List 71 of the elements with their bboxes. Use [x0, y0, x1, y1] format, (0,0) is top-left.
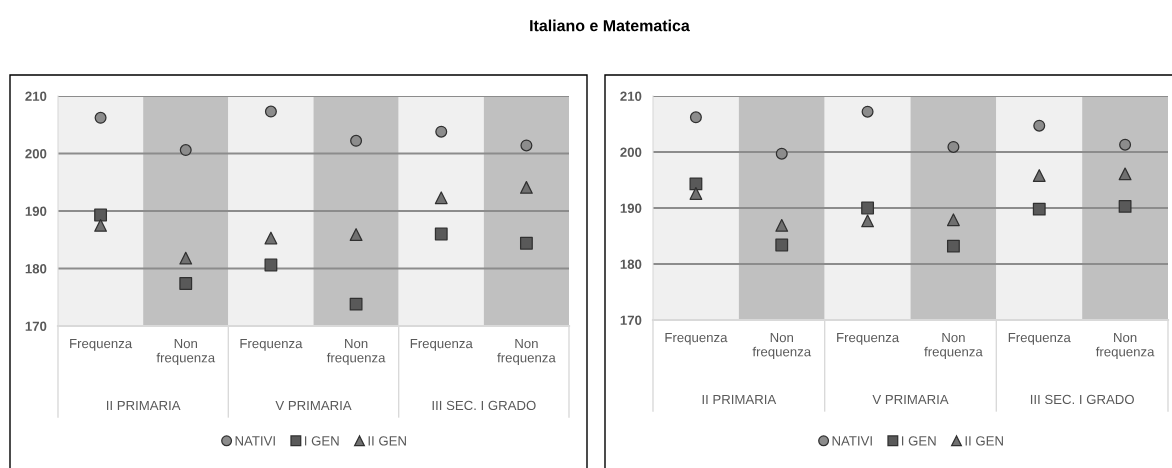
point [350, 134, 363, 147]
y-tick-label: 210 [25, 91, 47, 101]
point [1119, 138, 1132, 151]
y-tick-label: 170 [620, 315, 642, 325]
text: V PRIMARIA [872, 394, 949, 404]
point [1118, 167, 1132, 181]
point [689, 177, 703, 191]
point [264, 258, 278, 272]
point [689, 111, 702, 124]
x-tick-label: Non frequenza [1095, 332, 1155, 360]
x-tick-label: Frequenza [837, 332, 900, 345]
legend-label: II GEN [965, 436, 1003, 446]
text: Italiano e Matematica [530, 19, 690, 32]
point [1032, 202, 1046, 216]
y-tick-label: 200 [25, 149, 47, 159]
text: II PRIMARIA [702, 394, 777, 404]
y-tick-label: 200 [620, 147, 642, 157]
legend-label: I GEN [304, 436, 339, 446]
point [179, 251, 193, 265]
y-tick-label: 180 [25, 264, 47, 274]
point [349, 228, 363, 242]
y-tick-label: 210 [620, 91, 642, 101]
x-tick-label: Non frequenza [156, 338, 216, 366]
point [519, 236, 533, 250]
point [94, 218, 108, 232]
x-tick-label: Frequenza [410, 338, 473, 351]
x-tick-label: Frequenza [1008, 332, 1071, 345]
text: II PRIMARIA [107, 400, 181, 410]
point [775, 147, 788, 160]
y-tick-label: 190 [25, 206, 47, 216]
point [775, 218, 789, 232]
point [94, 111, 107, 124]
point [689, 187, 703, 200]
point [179, 277, 193, 290]
point [946, 239, 960, 253]
point [520, 139, 533, 152]
legend-label: NATIVI [832, 436, 872, 446]
point [946, 213, 960, 227]
text: V PRIMARIA [275, 400, 352, 410]
point [179, 144, 192, 157]
point [434, 191, 448, 205]
text: III SEC. I GRADO [1030, 394, 1134, 405]
point [947, 140, 960, 153]
point [861, 214, 875, 228]
legend-label: I GEN [901, 436, 936, 446]
x-tick-label: Non frequenza [497, 338, 556, 366]
legend-label: NATIVI [235, 436, 275, 446]
point [1033, 119, 1046, 132]
y-tick-label: 190 [620, 203, 642, 213]
point [264, 105, 277, 118]
x-tick-label: Frequenza [240, 338, 303, 351]
point [1032, 169, 1046, 182]
y-tick-label: 180 [620, 259, 642, 269]
x-tick-label: Non frequenza [924, 332, 983, 360]
x-tick-label: Frequenza [70, 338, 133, 351]
point [861, 201, 875, 215]
point [861, 105, 874, 118]
x-tick-label: Frequenza [665, 332, 728, 345]
point [1118, 199, 1132, 213]
point [435, 125, 448, 138]
legend-label: II GEN [368, 436, 406, 446]
text: III SEC. I GRADO [432, 400, 536, 411]
point [775, 238, 789, 252]
point [264, 231, 278, 245]
point [349, 297, 363, 311]
x-tick-label: Non frequenza [752, 332, 812, 360]
point [519, 180, 533, 194]
x-tick-label: Non frequenza [326, 338, 386, 366]
point [94, 208, 108, 222]
point [434, 227, 448, 241]
y-tick-label: 170 [25, 321, 47, 331]
